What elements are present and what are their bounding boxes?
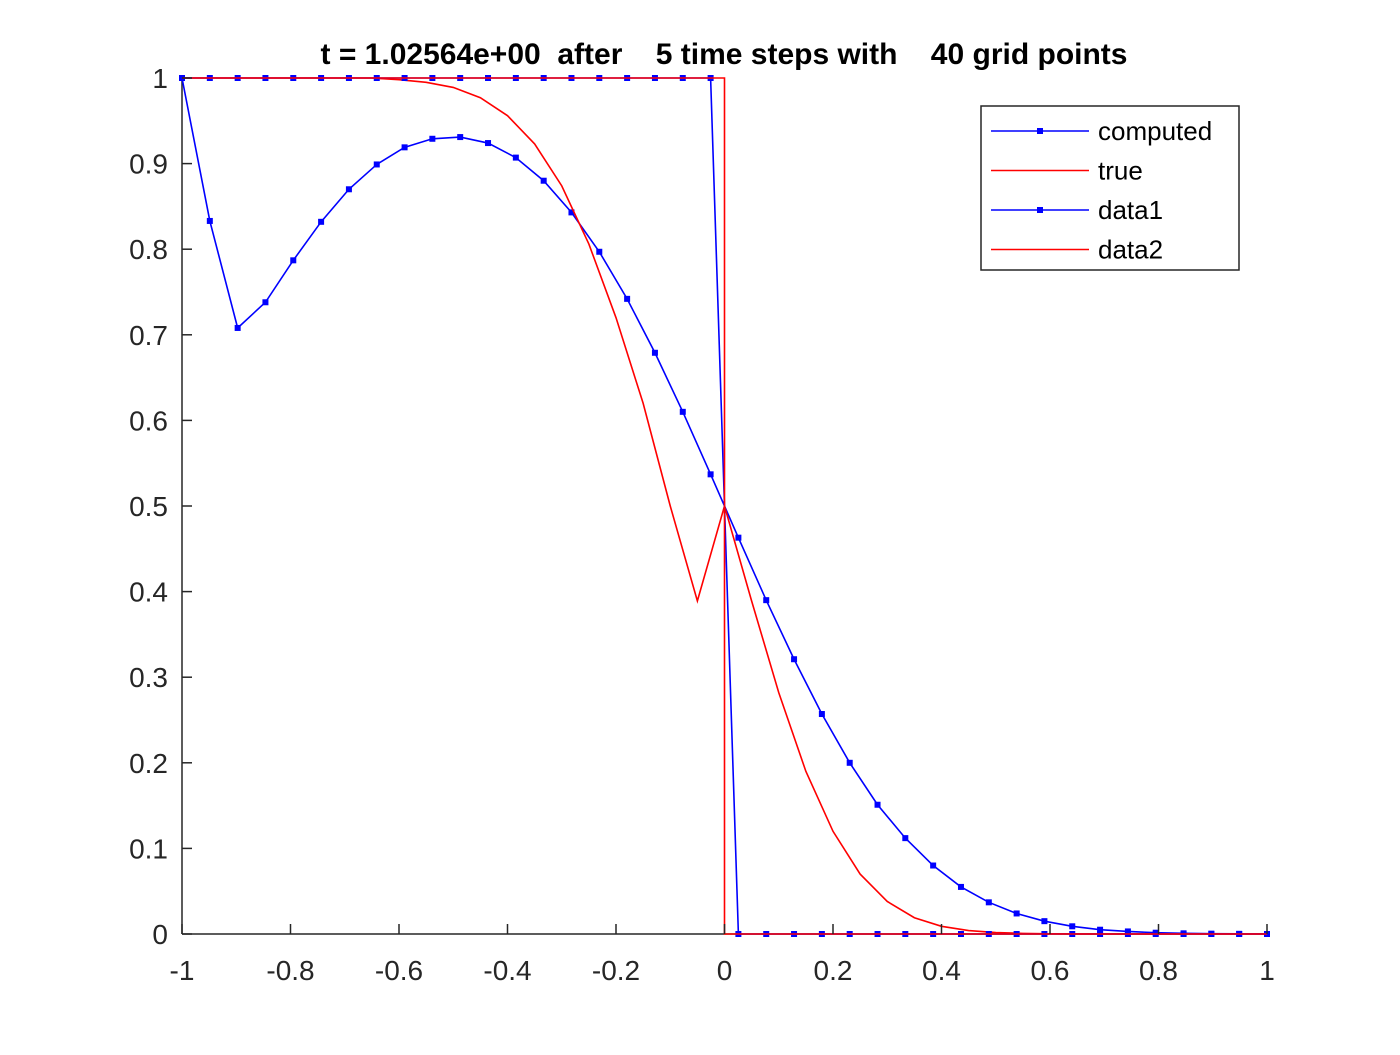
data-point-computed — [1069, 923, 1076, 930]
data-point-computed — [985, 899, 992, 906]
data-point-computed — [930, 862, 937, 869]
data-point-computed — [818, 711, 825, 718]
data-point-computed — [485, 140, 492, 147]
x-tick-label: -0.4 — [483, 955, 531, 986]
data-point-computed — [512, 154, 519, 161]
y-tick-label: 1 — [152, 63, 168, 94]
y-tick-label: 0.6 — [129, 405, 168, 436]
data-point-computed — [791, 656, 798, 663]
data-point-computed — [401, 144, 408, 151]
data-point-computed — [707, 471, 714, 478]
y-tick-label: 0.5 — [129, 491, 168, 522]
data-point-computed — [206, 217, 213, 224]
legend-item-data2: data2 — [991, 235, 1163, 265]
data-point-computed — [457, 134, 464, 141]
data-point-computed — [1097, 926, 1104, 933]
data-point-computed — [262, 299, 269, 306]
data-point-computed — [373, 161, 380, 168]
y-tick-label: 0 — [152, 919, 168, 950]
data-point-computed — [1013, 910, 1020, 917]
data-point-computed — [651, 349, 658, 356]
x-tick-label: -0.8 — [266, 955, 314, 986]
series-layer — [179, 75, 1270, 937]
y-tick-label: 0.1 — [129, 833, 168, 864]
x-tick-label: 0.8 — [1139, 955, 1178, 986]
data-point-computed — [234, 324, 241, 331]
chart-title: t = 1.02564e+00 after 5 time steps with … — [321, 38, 1128, 71]
data-point-computed — [540, 177, 547, 184]
x-tick-label: -1 — [170, 955, 195, 986]
y-tick-label: 0.3 — [129, 662, 168, 693]
x-tick-label: 0 — [717, 955, 733, 986]
legend-item-data1: data1 — [991, 195, 1163, 225]
x-tick-label: -0.2 — [592, 955, 640, 986]
data-point-computed — [318, 218, 325, 225]
x-tick-label: 1 — [1259, 955, 1275, 986]
legend: computed true data1 data2 — [980, 105, 1240, 271]
legend-marker — [1037, 207, 1043, 213]
x-tick-label: 0.4 — [922, 955, 961, 986]
y-tick-label: 0.4 — [129, 577, 168, 608]
data-point-computed — [957, 883, 964, 890]
legend-marker — [1037, 128, 1043, 134]
y-tick-label: 0.7 — [129, 320, 168, 351]
legend-item-true: true — [991, 156, 1143, 186]
legend-label: data2 — [1098, 235, 1163, 265]
legend-label: true — [1098, 156, 1143, 186]
ticks-layer: -1 -0.8 -0.6 -0.4 -0.2 0 0.2 0.4 0.6 0.8 1 0 0.1 0.2 0… — [129, 63, 1275, 986]
legend-label: data1 — [1098, 195, 1163, 225]
data-point-computed — [624, 295, 631, 302]
data-point-computed — [763, 597, 770, 604]
data-point-computed — [902, 835, 909, 842]
legend-box — [980, 105, 1240, 271]
data-point-computed — [345, 186, 352, 193]
y-tick-label: 0.2 — [129, 748, 168, 779]
x-tick-label: -0.6 — [375, 955, 423, 986]
x-tick-label: 0.6 — [1031, 955, 1070, 986]
series-line-data2 — [182, 77, 1267, 935]
data-point-computed — [874, 801, 881, 808]
y-tick-label: 0.8 — [129, 234, 168, 265]
data-point-computed — [596, 248, 603, 255]
data-point-computed — [568, 209, 575, 216]
data-point-computed — [429, 135, 436, 142]
y-tick-label: 0.9 — [129, 149, 168, 180]
legend-item-computed: computed — [991, 116, 1212, 146]
legend-label: computed — [1098, 116, 1212, 146]
data-point-computed — [679, 408, 686, 415]
data-point-computed — [846, 759, 853, 766]
x-tick-label: 0.2 — [814, 955, 853, 986]
data-point-computed — [1041, 918, 1048, 925]
data-point-computed — [290, 257, 297, 264]
data-point-computed — [735, 534, 742, 541]
series-data2 — [182, 77, 1267, 935]
